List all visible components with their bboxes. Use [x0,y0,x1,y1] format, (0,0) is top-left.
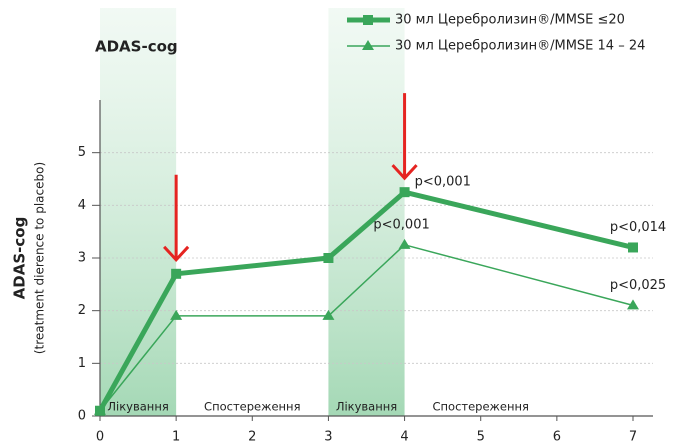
p-value-label: p<0,001 [373,217,429,232]
y-tick-label: 0 [78,409,86,424]
phase-shade [100,8,177,416]
phase-label: Лікування [336,400,397,414]
x-tick-label: 0 [96,430,104,445]
arrow-head [391,164,418,181]
x-tick-label: 6 [553,430,561,445]
chart-title: ADAS-cog [95,38,178,56]
x-tick-label: 3 [324,430,332,445]
data-point [627,299,639,310]
y-tick-label: 3 [78,251,86,266]
x-tick-label: 4 [400,430,408,445]
x-tick-label: 2 [248,430,256,445]
phase-label: Спостереження [204,400,300,414]
legend-marker [362,40,374,50]
background-layer [100,8,653,416]
y-tick-label: 4 [78,198,86,213]
data-point [399,187,410,198]
y-tick-label: 1 [78,356,86,371]
y-tick-label: 2 [78,303,86,318]
phase-shade [328,8,405,416]
x-tick-label: 1 [172,430,180,445]
data-point [171,268,182,279]
p-value-label: p<0,001 [415,175,471,190]
y-tick-label: 5 [78,145,86,160]
y-axis-label: ADAS-cog [11,217,29,300]
phase-label: Лікування [107,400,168,414]
y-axis-sublabel: (treatment dierence to placebo) [33,162,47,354]
x-tick-label: 7 [629,430,637,445]
data-point [94,404,106,415]
legend-label: 30 мл Церебролизин®/MMSE ≤20 [395,13,625,28]
legend-label: 30 мл Церебролизин®/MMSE 14 – 24 [395,39,645,54]
p-value-label: p<0,025 [610,278,666,293]
legend-marker [363,15,373,25]
data-point [323,253,334,263]
phase-label: Спостереження [432,400,528,414]
data-point [322,309,335,320]
data-point [170,309,183,320]
p-value-label: p<0,014 [610,220,666,235]
data-point [398,238,411,249]
data-point [628,242,638,253]
arrow-head [163,245,190,263]
x-tick-label: 5 [477,430,485,445]
